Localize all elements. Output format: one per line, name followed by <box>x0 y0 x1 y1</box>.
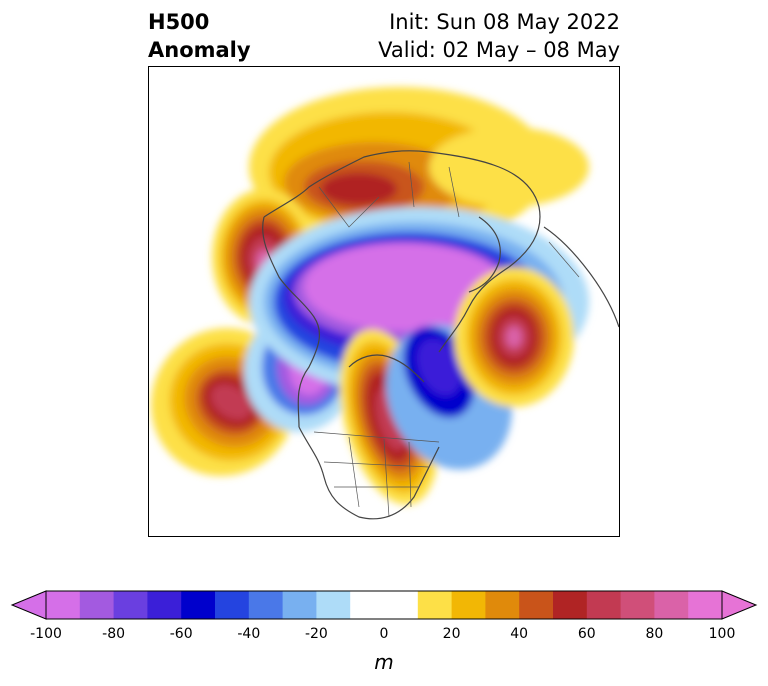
valid-range: Valid: 02 May – 08 May <box>378 38 620 62</box>
colorbar-cell <box>586 591 622 619</box>
colorbar-cell <box>384 591 419 619</box>
colorbar-cell <box>248 591 284 619</box>
colorbar-tick-label: 60 <box>577 626 596 642</box>
colorbar-max-extend <box>721 590 758 620</box>
colorbar-cell <box>46 591 81 619</box>
colorbar-tick-label: -80 <box>102 626 126 642</box>
colorbar-cell <box>215 591 250 619</box>
colorbar-cell <box>79 591 115 619</box>
colorbar-tick-label: -100 <box>30 626 62 642</box>
colorbar-tick-label: 80 <box>645 626 664 642</box>
north-atlantic-ridge <box>454 267 574 407</box>
colorbar-cell <box>654 591 689 619</box>
title-field: Anomaly <box>148 38 251 62</box>
colorbar-tick-label: 100 <box>708 626 736 642</box>
colorbar-tick-label: -20 <box>304 626 328 642</box>
colorbar-cell <box>688 591 723 619</box>
colorbar-cell <box>282 591 317 619</box>
colorbar-unit: m <box>374 650 394 674</box>
init-time: Init: Sun 08 May 2022 <box>389 10 620 34</box>
colorbar-cell <box>316 591 351 619</box>
colorbar-cell <box>451 591 486 619</box>
colorbar-cell <box>519 591 554 619</box>
map-panel <box>148 66 620 537</box>
colorbar-cell <box>485 591 520 619</box>
coastlines <box>262 150 619 520</box>
colorbar-cell <box>147 591 182 619</box>
colorbar-min-extend <box>10 590 47 620</box>
colorbar-tick-label: -60 <box>169 626 193 642</box>
colorbar-cell <box>181 591 216 619</box>
title-variable: H500 <box>148 10 210 34</box>
colorbar-tick-label: 0 <box>379 626 389 642</box>
title-right: Init: Sun 08 May 2022 Valid: 02 May – 08… <box>378 8 620 64</box>
colorbar-tick-label: -40 <box>237 626 261 642</box>
colorbar-cell <box>113 591 148 619</box>
colorbar-tick-label: 20 <box>442 626 461 642</box>
country-borders <box>313 161 580 518</box>
title-left: H500 Anomaly <box>148 8 251 64</box>
anomaly-map <box>150 87 619 520</box>
colorbar-cell <box>417 591 453 619</box>
colorbar <box>10 590 758 620</box>
colorbar-tick-label: 40 <box>510 626 529 642</box>
colorbar-cell <box>350 591 385 619</box>
colorbar-cell <box>553 591 588 619</box>
colorbar-cell <box>620 591 655 619</box>
siberia-ridge <box>249 87 589 247</box>
